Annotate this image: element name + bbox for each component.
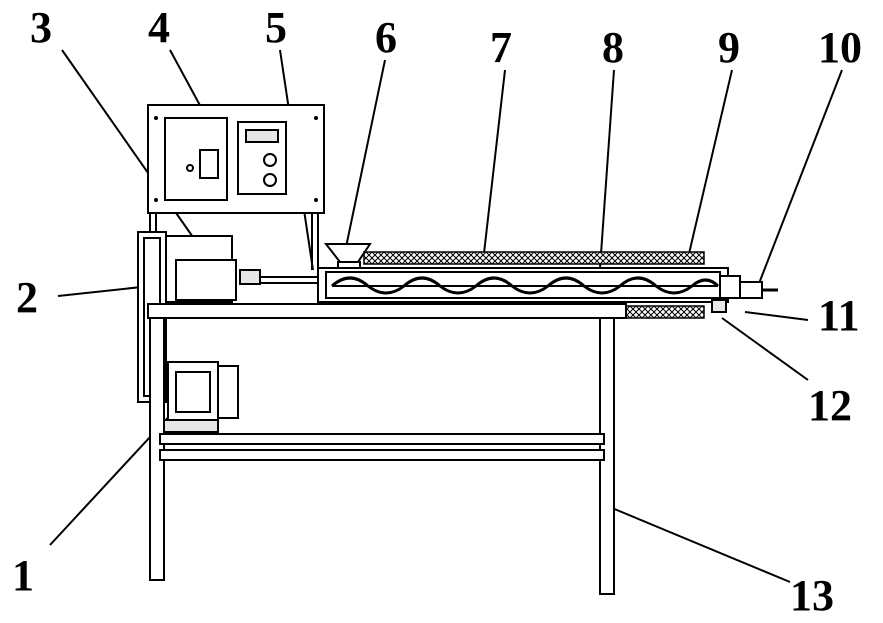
label-6: 6 xyxy=(375,13,397,62)
label-7: 7 xyxy=(490,23,512,72)
label-4: 4 xyxy=(148,3,170,52)
motor xyxy=(159,361,239,433)
part-labels: 1 2 3 4 5 6 7 8 9 10 11 12 13 xyxy=(12,3,862,620)
control-panel xyxy=(147,104,325,270)
label-5: 5 xyxy=(265,3,287,52)
label-9: 9 xyxy=(718,23,740,72)
label-12: 12 xyxy=(808,381,852,430)
gearbox xyxy=(137,231,320,403)
frame xyxy=(147,303,627,595)
label-1: 1 xyxy=(12,551,34,600)
die-head xyxy=(711,275,778,313)
label-3: 3 xyxy=(30,3,52,52)
label-13: 13 xyxy=(790,571,834,620)
label-10: 10 xyxy=(818,23,862,72)
label-2: 2 xyxy=(16,273,38,322)
label-11: 11 xyxy=(818,291,860,340)
label-8: 8 xyxy=(602,23,624,72)
